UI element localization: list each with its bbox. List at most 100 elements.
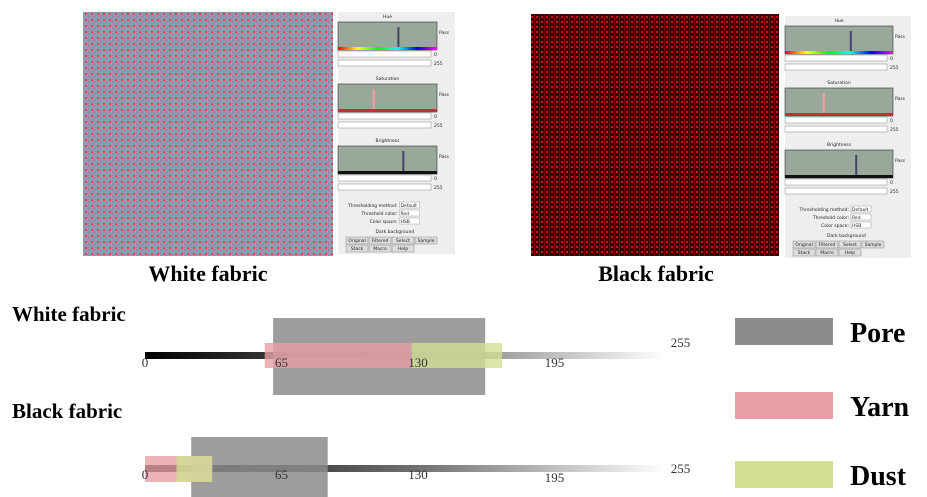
- legend-swatch: [735, 392, 833, 419]
- histogram: [785, 88, 893, 116]
- histogram-band: [338, 47, 437, 50]
- legend-label: Yarn: [850, 392, 910, 423]
- legend-label: Pore: [850, 318, 905, 349]
- slider-value: 255: [890, 127, 899, 133]
- option-label: Thresholding method:: [347, 203, 397, 209]
- section-title: Brightness: [376, 138, 401, 144]
- pass: Pass: [895, 158, 906, 164]
- section-title: Saturation: [376, 76, 400, 82]
- histogram-band: [785, 175, 893, 178]
- pass: Pass: [439, 30, 450, 36]
- pass: Pass: [439, 154, 450, 160]
- tick-label: 255: [671, 461, 691, 476]
- tick-label: 195: [545, 355, 565, 370]
- button-label: Filtered: [819, 242, 836, 248]
- histogram-band: [338, 109, 437, 112]
- histogram-peak: [373, 89, 375, 109]
- slider-value: 255: [434, 185, 443, 191]
- tick-label: 0: [142, 355, 149, 370]
- section-title: Saturation: [827, 80, 851, 86]
- button-label: Original: [348, 238, 366, 244]
- button-label: Help: [845, 250, 855, 256]
- pass: Pass: [895, 34, 906, 40]
- button-label: Original: [795, 242, 813, 248]
- option-label: Color space:: [370, 219, 398, 225]
- histogram: [338, 146, 437, 174]
- histogram-band: [338, 171, 437, 174]
- slider-value: 0: [434, 114, 437, 120]
- histogram-peak: [823, 93, 825, 113]
- slider: [338, 184, 431, 190]
- caption: Black fabric: [598, 261, 714, 286]
- histogram-band: [785, 113, 893, 116]
- section-title: Hue: [834, 18, 843, 24]
- slider: [338, 175, 431, 181]
- caption: White fabric: [148, 261, 267, 286]
- button-label: Macro: [373, 246, 387, 252]
- slider: [785, 126, 887, 132]
- button-label: Sample: [418, 238, 435, 244]
- histogram-peak: [397, 27, 399, 47]
- section-title: Brightness: [827, 142, 852, 148]
- pass: Pass: [895, 96, 906, 102]
- histogram-peak: [402, 151, 404, 171]
- range: [177, 456, 213, 482]
- slider: [785, 64, 887, 70]
- option-value: HSB: [401, 219, 410, 225]
- slider-value: 255: [434, 61, 443, 67]
- option-value: HSB: [852, 223, 861, 229]
- option-label: Color space:: [821, 223, 849, 229]
- row-label: Black fabric: [12, 399, 122, 423]
- slider-value: 0: [890, 56, 893, 62]
- slider-value: 255: [434, 123, 443, 129]
- threshold-panel: Hue Pass 0 255 Saturation Pass 0 255 Brightness P…: [338, 12, 455, 254]
- slider: [785, 55, 887, 61]
- dark-background: Dark background: [376, 229, 415, 235]
- dark-background: Dark background: [827, 233, 866, 239]
- legend-swatch: [735, 461, 833, 488]
- slider-value: 255: [890, 189, 899, 195]
- tick-label: 130: [408, 467, 428, 482]
- option-label: Threshold color:: [812, 215, 849, 221]
- slider: [785, 117, 887, 123]
- option-value: Default: [852, 207, 869, 213]
- slider: [338, 122, 431, 128]
- threshold-panel: Hue Pass 0 255 Saturation Pass 0 255 Brightness P…: [785, 16, 911, 258]
- button-label: Help: [398, 246, 408, 252]
- slider: [338, 51, 431, 57]
- tick-label: 65: [275, 355, 288, 370]
- tick-label: 65: [275, 467, 288, 482]
- slider-value: 0: [434, 52, 437, 58]
- option-value: Red: [852, 215, 861, 221]
- histogram: [785, 26, 893, 54]
- legend-label: Dust: [850, 461, 907, 492]
- slider: [785, 188, 887, 194]
- histogram: [338, 84, 437, 112]
- button-label: Stack: [351, 246, 364, 252]
- button-label: Macro: [820, 250, 834, 256]
- histogram: [785, 150, 893, 178]
- button-label: Select: [396, 238, 410, 244]
- tick-label: 130: [408, 355, 428, 370]
- slider: [338, 60, 431, 66]
- white-fabric-image: [83, 12, 333, 256]
- slider-value: 0: [434, 176, 437, 182]
- slider-value: 0: [890, 180, 893, 186]
- histogram: [338, 22, 437, 50]
- histogram-peak: [855, 155, 857, 175]
- slider: [785, 179, 887, 185]
- tick-label: 0: [142, 467, 149, 482]
- histogram-peak: [850, 31, 852, 51]
- button-label: Filtered: [372, 238, 389, 244]
- button-label: Sample: [865, 242, 882, 248]
- section-title: Hue: [383, 14, 392, 20]
- button-label: Select: [843, 242, 857, 248]
- slider-value: 0: [890, 118, 893, 124]
- histogram-band: [785, 51, 893, 54]
- figure: White fabric Black fabric Hue Pass 0 255 Satur…: [0, 0, 927, 497]
- option-value: Red: [401, 211, 410, 217]
- pass: Pass: [439, 92, 450, 98]
- option-label: Thresholding method:: [799, 207, 849, 213]
- tick-label: 195: [545, 470, 565, 485]
- slider: [338, 113, 431, 119]
